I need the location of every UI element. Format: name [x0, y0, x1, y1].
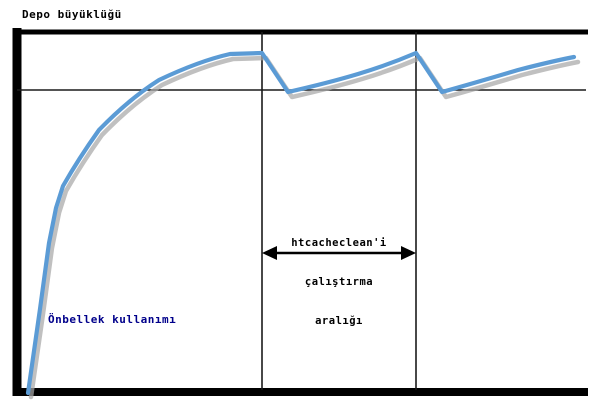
interval-double-arrow	[262, 246, 416, 260]
cache-usage-curve	[25, 50, 577, 396]
cache-usage-series-label: Önbellek kullanımı	[48, 313, 177, 326]
interval-arrow-head-right	[401, 246, 416, 260]
htcacheclean-interval-annotation: htcacheclean'i çalıştırma aralığı	[262, 211, 416, 354]
y-axis-title: Depo büyüklüğü	[22, 8, 122, 21]
annotation-line-3: aralığı	[315, 315, 363, 327]
annotation-line-2: çalıştırma	[304, 276, 374, 288]
interval-arrow-head-left	[262, 246, 277, 260]
annotation-line-1: htcacheclean'i	[291, 237, 387, 249]
cache-usage-curve-shadow	[28, 55, 581, 400]
